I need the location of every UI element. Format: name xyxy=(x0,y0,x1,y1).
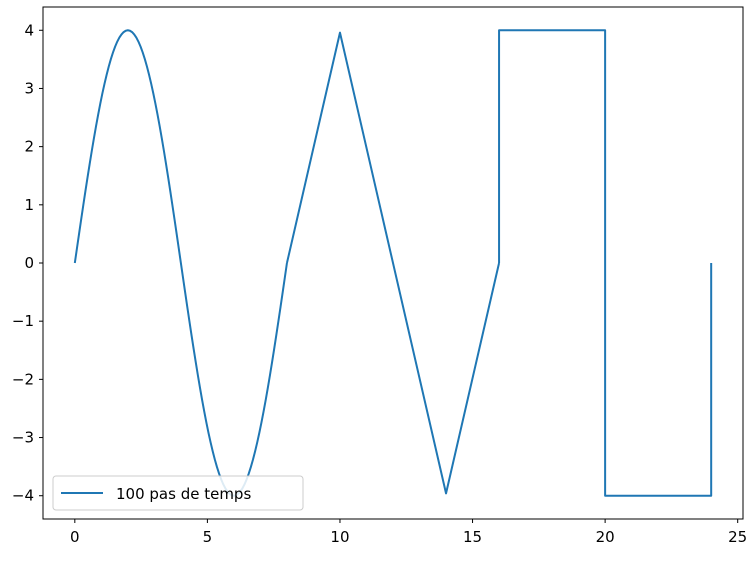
x-tick-label: 25 xyxy=(728,528,747,546)
y-tick-label: 4 xyxy=(24,21,34,39)
y-axis: −4 −3 −2 −1 0 1 2 3 4 xyxy=(12,21,43,505)
x-tick-label: 15 xyxy=(463,528,482,546)
x-tick-label: 10 xyxy=(330,528,349,546)
y-tick-label: −1 xyxy=(12,312,34,330)
x-axis: 0 5 10 15 20 25 xyxy=(70,519,747,546)
y-tick-label: 1 xyxy=(24,196,34,214)
series-layer xyxy=(73,29,713,497)
series-line-segment xyxy=(73,29,288,497)
legend: 100 pas de temps xyxy=(52,475,304,511)
y-tick-label: −3 xyxy=(12,429,34,447)
series-line-segment xyxy=(285,31,501,495)
x-tick-label: 5 xyxy=(203,528,213,546)
x-tick-label: 20 xyxy=(596,528,615,546)
legend-label: 100 pas de temps xyxy=(116,485,251,503)
y-tick-label: 2 xyxy=(24,138,34,156)
legend-box xyxy=(52,475,304,511)
y-tick-label: −2 xyxy=(12,370,34,388)
y-tick-label: 3 xyxy=(24,79,34,97)
y-tick-label: 0 xyxy=(24,254,34,272)
x-tick-label: 0 xyxy=(70,528,80,546)
series-line-segment xyxy=(498,29,713,497)
y-tick-label: −4 xyxy=(12,487,34,505)
